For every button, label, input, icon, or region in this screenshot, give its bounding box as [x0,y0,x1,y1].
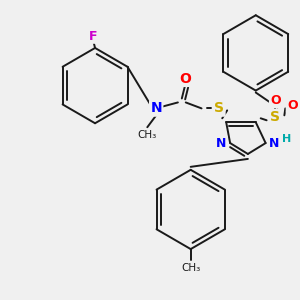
Text: CH₃: CH₃ [138,130,157,140]
Text: S: S [271,110,281,124]
Text: O: O [179,72,191,86]
Text: O: O [287,99,298,112]
Text: O: O [270,94,281,107]
Text: S: S [214,101,224,116]
Text: H: H [282,134,291,144]
Text: N: N [150,101,162,116]
Text: N: N [216,136,226,150]
Text: CH₃: CH₃ [181,263,200,273]
Text: F: F [89,30,97,43]
Text: N: N [269,136,280,150]
